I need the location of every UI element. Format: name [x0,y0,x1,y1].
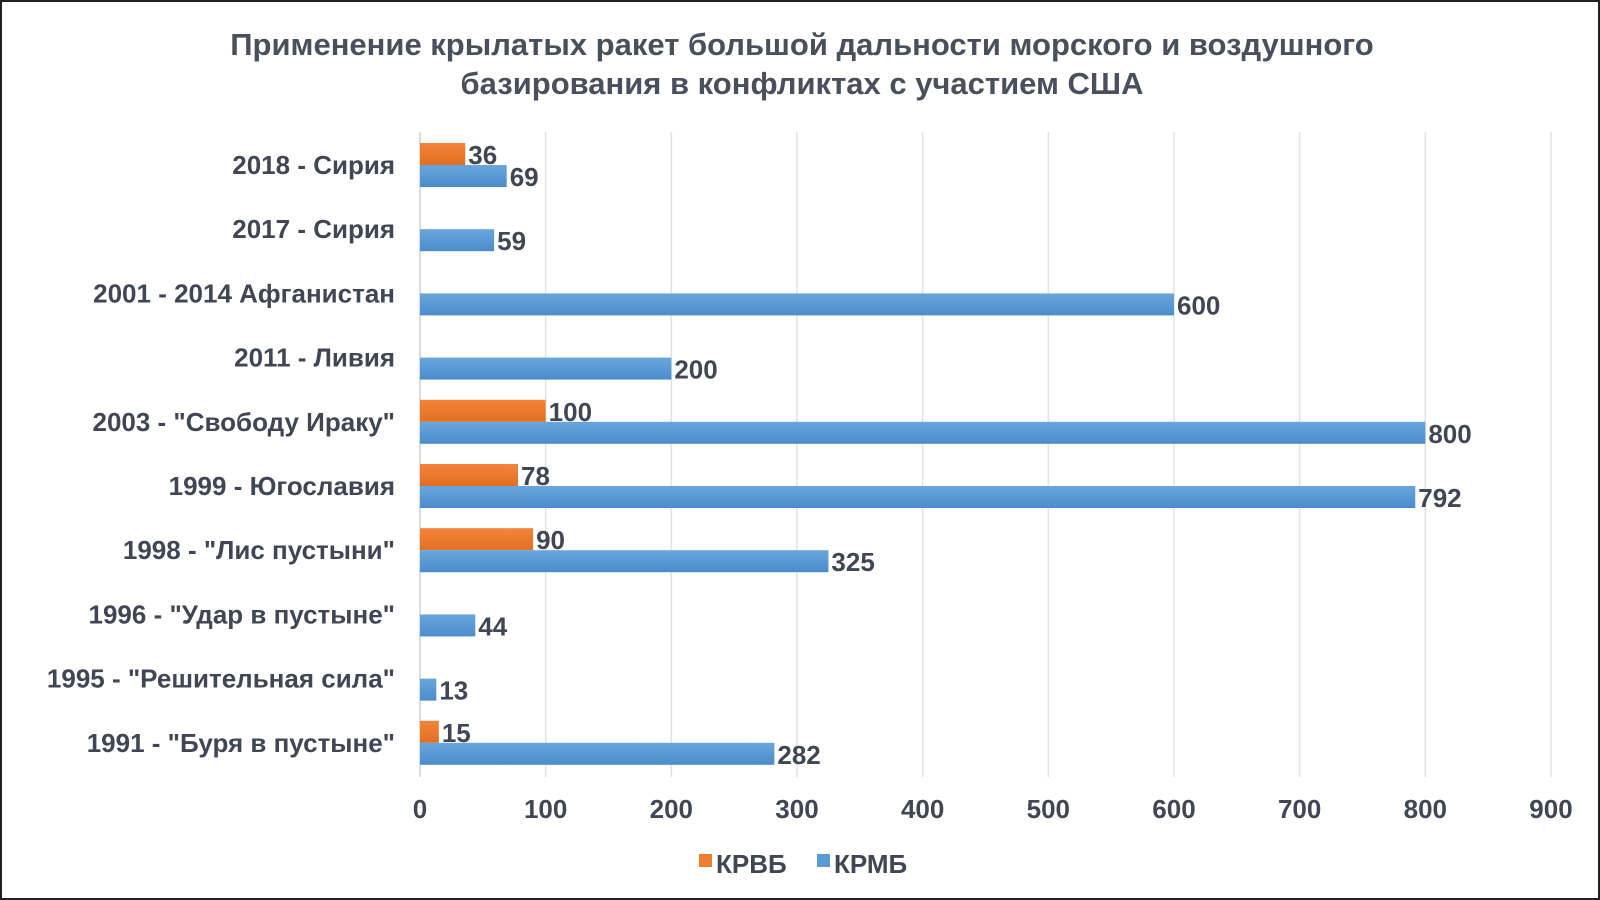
legend-label: КРМБ [834,849,907,879]
krmb-bar [420,486,1416,508]
data-label: 800 [1428,419,1471,449]
data-label: 200 [674,355,717,385]
krmb-bar [420,742,775,765]
data-label: 78 [521,461,550,491]
x-tick-label: 800 [1404,794,1447,824]
category-label: 1991 - "Буря в пустыне" [87,728,395,758]
category-label: 1995 - "Решительная сила" [47,664,395,694]
krvb-bar [420,143,466,165]
chart-title-line-2: базирования в конфликтах с участием США [461,66,1144,101]
x-tick-label: 0 [413,794,427,824]
data-label: 792 [1418,483,1461,513]
krmb-bar [420,229,495,252]
x-tick-label: 700 [1278,794,1321,824]
data-label: 325 [831,547,874,577]
category-label: 2003 - "Свободу Ираку" [92,407,395,437]
data-label: 90 [536,525,565,555]
data-label: 59 [497,226,526,256]
x-tick-label: 300 [775,794,818,824]
chart-title-line-1: Применение крылатых ракет большой дально… [230,27,1373,62]
krvb-bar [420,528,534,551]
data-label: 69 [510,162,539,192]
category-label: 1999 - Югославия [169,471,395,501]
data-label: 15 [442,718,471,748]
legend-label: КРВБ [716,849,787,879]
data-label: 13 [439,676,468,706]
data-label: 36 [468,140,497,170]
x-tick-label: 400 [901,794,944,824]
x-tick-label: 100 [524,794,567,824]
category-label: 2001 - 2014 Афганистан [93,278,395,308]
category-label: 2018 - Сирия [232,150,395,180]
krmb-bar [420,357,672,380]
krvb-bar [420,720,439,743]
category-label: 2011 - Ливия [234,343,395,373]
x-tick-label: 900 [1529,794,1572,824]
category-label: 1998 - "Лис пустыни" [123,535,395,565]
x-tick-label: 200 [650,794,693,824]
krmb-bar [420,165,507,187]
x-tick-label: 500 [1027,794,1070,824]
krmb-bar [420,293,1174,316]
category-label: 2017 - Сирия [232,214,395,244]
krmb-bar [420,421,1426,444]
legend-swatch-krmb [817,854,830,867]
data-label: 600 [1177,290,1220,320]
krmb-bar [420,550,829,573]
krvb-bar [420,399,546,422]
data-label: 282 [777,740,820,770]
legend-swatch-krvb [699,854,712,867]
krvb-bar [420,464,519,486]
category-label: 1996 - "Удар в пустыне" [89,599,396,629]
krmb-bar [420,614,476,637]
krmb-bar [420,678,437,701]
data-label: 100 [549,397,592,427]
data-label: 44 [478,611,507,641]
x-tick-label: 600 [1152,794,1195,824]
